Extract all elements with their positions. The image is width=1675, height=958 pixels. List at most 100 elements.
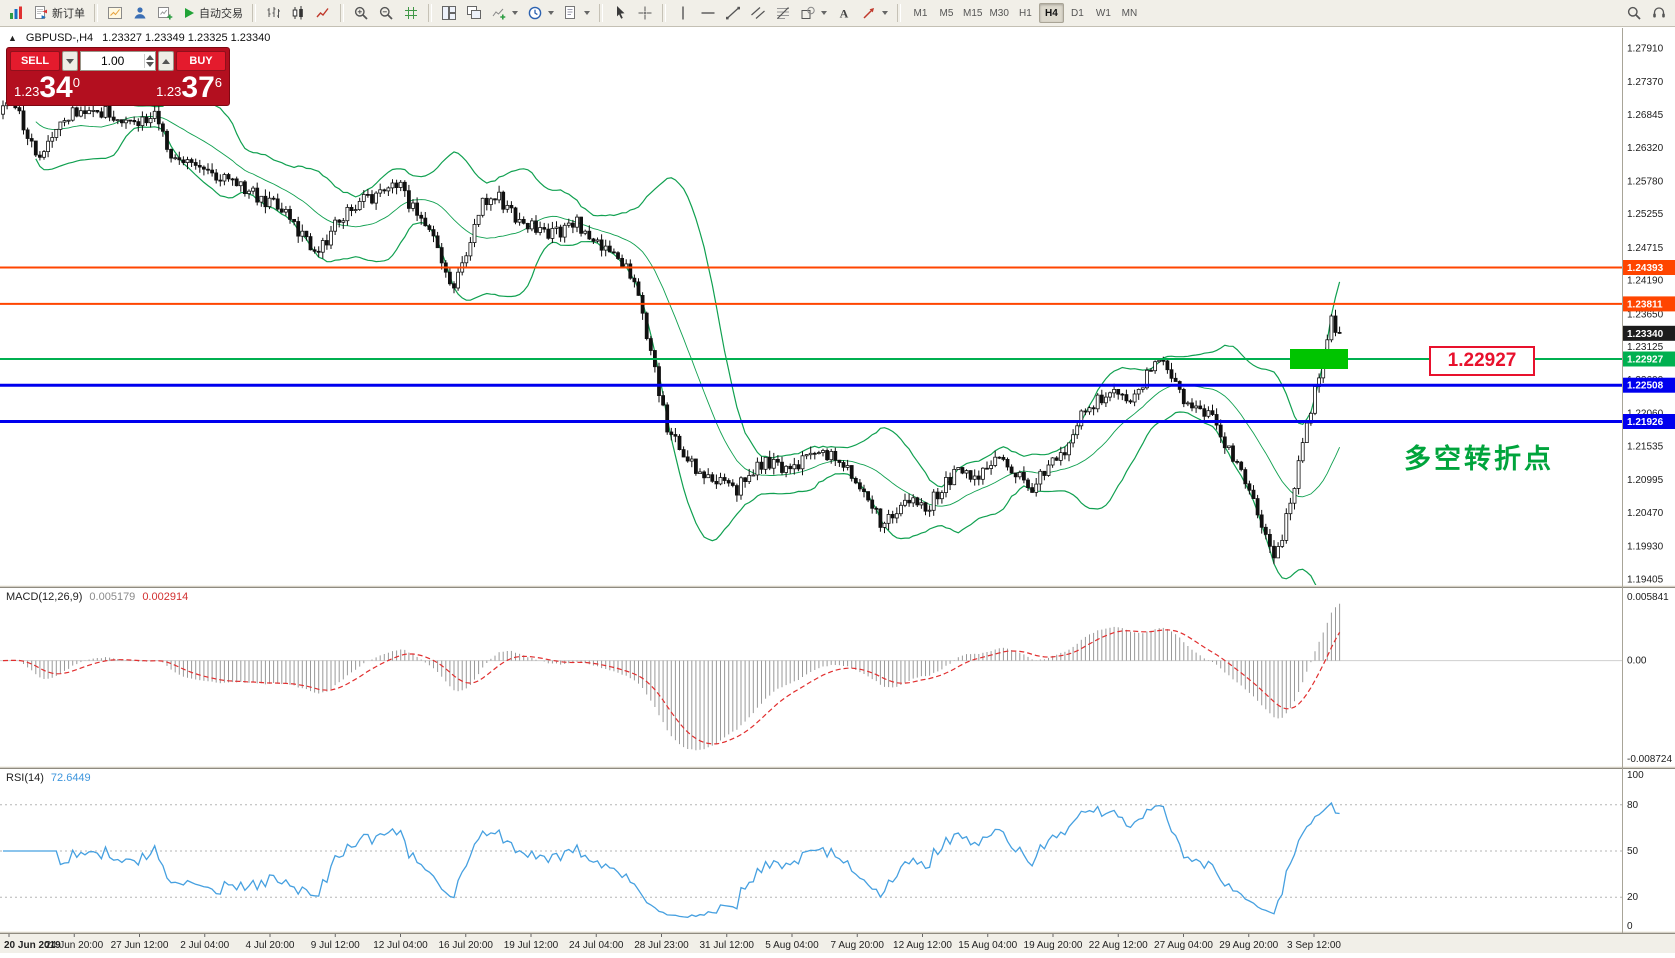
svg-text:15 Aug 04:00: 15 Aug 04:00 xyxy=(958,940,1017,951)
dropdown-arrow-icon xyxy=(821,11,827,15)
highlight-rectangle[interactable] xyxy=(1290,349,1348,369)
chart-ohlc-values: 1.23327 1.23349 1.23325 1.23340 xyxy=(102,32,270,44)
fibonacci-icon-button[interactable] xyxy=(771,2,795,24)
svg-text:22 Aug 12:00: 22 Aug 12:00 xyxy=(1089,940,1148,951)
svg-text:29 Aug 20:00: 29 Aug 20:00 xyxy=(1219,940,1278,951)
periods-icon-button[interactable] xyxy=(523,2,558,24)
crosshair-icon-button[interactable] xyxy=(633,2,657,24)
svg-text:1.24715: 1.24715 xyxy=(1627,243,1664,254)
pivot-annotation[interactable]: 多空转折点 xyxy=(1404,437,1554,476)
text-label-icon: A xyxy=(836,5,852,21)
spinner-down-icon[interactable] xyxy=(146,62,154,67)
horizontal-line-icon-button[interactable] xyxy=(696,2,720,24)
timeframe-h4-button[interactable]: H4 xyxy=(1039,3,1064,23)
toolbar-separator xyxy=(94,4,98,22)
bid-pip-fraction: 0 xyxy=(73,75,80,90)
trendline-icon-button[interactable] xyxy=(721,2,745,24)
charts-icon-button[interactable] xyxy=(103,2,127,24)
autotrading-button-label: 自动交易 xyxy=(199,5,243,21)
ask-big-figure: 37 xyxy=(181,75,214,101)
equidistant-channel-icon-button[interactable] xyxy=(746,2,770,24)
templates-icon-button[interactable] xyxy=(559,2,594,24)
timeframe-m15-button[interactable]: M15 xyxy=(960,3,985,23)
periods-icon xyxy=(527,5,543,21)
svg-text:1.22927: 1.22927 xyxy=(1627,355,1664,366)
buy-button[interactable]: BUY xyxy=(176,51,226,71)
volume-increase-button[interactable] xyxy=(158,51,174,71)
grid-icon xyxy=(403,5,419,21)
timeframe-m5-button[interactable]: M5 xyxy=(934,3,959,23)
bar-chart-icon xyxy=(265,5,281,21)
timeframe-h1-button[interactable]: H1 xyxy=(1013,3,1038,23)
sell-button[interactable]: SELL xyxy=(10,51,60,71)
svg-text:1.19930: 1.19930 xyxy=(1627,542,1664,553)
support-icon-button[interactable] xyxy=(1647,2,1671,24)
new-chart-icon-button[interactable] xyxy=(153,2,177,24)
svg-text:1.20470: 1.20470 xyxy=(1627,508,1664,519)
grid-icon-button[interactable] xyxy=(399,2,423,24)
arrow-objects-icon-button[interactable] xyxy=(857,2,892,24)
zoom-in-icon-button[interactable] xyxy=(349,2,373,24)
search-icon-button[interactable] xyxy=(1622,2,1646,24)
rsi-indicator-label: RSI(14) 72.6449 xyxy=(6,772,91,784)
line-chart-icon-button[interactable] xyxy=(311,2,335,24)
terminal-icon-button[interactable] xyxy=(4,2,28,24)
new-order-button[interactable]: 新订单 xyxy=(29,2,89,24)
shapes-icon-button[interactable] xyxy=(796,2,831,24)
autotrading-button[interactable]: 自动交易 xyxy=(178,2,247,24)
svg-text:3 Sep 12:00: 3 Sep 12:00 xyxy=(1287,940,1341,951)
ask-prefix: 1.23 xyxy=(156,84,181,101)
timeframe-m30-button[interactable]: M30 xyxy=(986,3,1011,23)
candle-chart-icon-button[interactable] xyxy=(286,2,310,24)
indicators-icon-button[interactable] xyxy=(487,2,522,24)
candle-chart-icon xyxy=(290,5,306,21)
cascade-windows-icon xyxy=(466,5,482,21)
tile-windows-icon xyxy=(441,5,457,21)
svg-text:31 Jul 12:00: 31 Jul 12:00 xyxy=(700,940,755,951)
bar-chart-icon-button[interactable] xyxy=(261,2,285,24)
arrow-objects-icon xyxy=(861,5,877,21)
timeframe-m1-button[interactable]: M1 xyxy=(908,3,933,23)
vertical-line-icon-button[interactable] xyxy=(671,2,695,24)
cascade-windows-icon-button[interactable] xyxy=(462,2,486,24)
svg-text:1.21535: 1.21535 xyxy=(1627,441,1664,452)
macd-name: MACD(12,26,9) xyxy=(6,591,82,603)
toolbar-separator xyxy=(340,4,344,22)
timeframe-d1-button[interactable]: D1 xyxy=(1065,3,1090,23)
profiles-icon-button[interactable] xyxy=(128,2,152,24)
ask-pip-fraction: 6 xyxy=(215,75,222,90)
one-click-toggle-icon[interactable]: ▲ xyxy=(8,33,17,43)
text-label-icon-button[interactable]: A xyxy=(832,2,856,24)
arrow-up-icon xyxy=(162,59,170,64)
toolbar-separator xyxy=(252,4,256,22)
dropdown-arrow-icon xyxy=(882,11,888,15)
volume-decrease-button[interactable] xyxy=(62,51,78,71)
spinner-up-icon[interactable] xyxy=(146,55,154,60)
svg-text:20: 20 xyxy=(1627,892,1639,903)
macd-indicator-label: MACD(12,26,9) 0.005179 0.002914 xyxy=(6,591,188,603)
svg-text:12 Jul 04:00: 12 Jul 04:00 xyxy=(373,940,428,951)
new-chart-icon xyxy=(157,5,173,21)
volume-input[interactable] xyxy=(81,53,144,69)
svg-text:16 Jul 20:00: 16 Jul 20:00 xyxy=(439,940,494,951)
timeframe-mn-button[interactable]: MN xyxy=(1117,3,1142,23)
svg-text:1.21926: 1.21926 xyxy=(1627,417,1664,428)
zoom-out-icon-button[interactable] xyxy=(374,2,398,24)
crosshair-icon xyxy=(637,5,653,21)
bid-prefix: 1.23 xyxy=(14,84,39,101)
zoom-out-icon xyxy=(378,5,394,21)
chart-header: ▲ GBPUSD-,H4 1.23327 1.23349 1.23325 1.2… xyxy=(8,32,270,44)
tile-windows-icon-button[interactable] xyxy=(437,2,461,24)
timeframe-w1-button[interactable]: W1 xyxy=(1091,3,1116,23)
price-callout-label[interactable]: 1.22927 xyxy=(1429,346,1535,376)
chart-symbol-period: GBPUSD-,H4 xyxy=(26,32,93,44)
svg-text:2 Jul 04:00: 2 Jul 04:00 xyxy=(180,940,229,951)
cursor-icon-button[interactable] xyxy=(608,2,632,24)
